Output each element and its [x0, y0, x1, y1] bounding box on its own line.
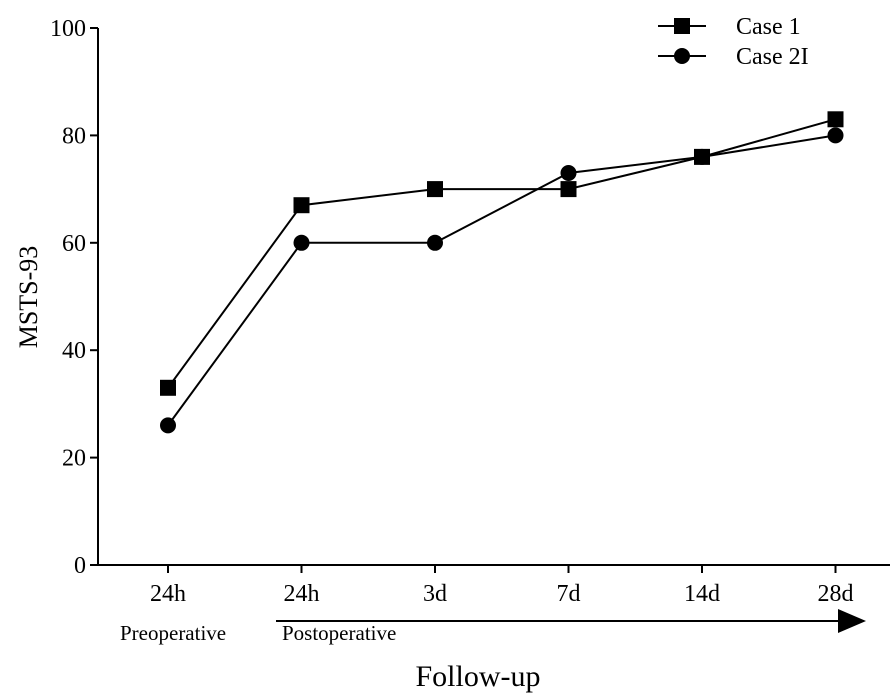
legend-item: Case 2I	[658, 44, 809, 70]
axes: 0 20 40 60 80 100 24h 24h 3d 7d 14d 28d	[50, 16, 890, 607]
y-tick-label: 100	[50, 16, 86, 42]
data-point	[827, 127, 844, 144]
x-tick-label: 24h	[150, 581, 186, 607]
y-tick-label: 40	[62, 338, 86, 364]
x-ticks: 24h 24h 3d 7d 14d 28d	[150, 565, 854, 607]
series-line	[167, 134, 836, 426]
y-tick-label: 60	[62, 231, 86, 257]
follow-up-arrow	[276, 609, 866, 633]
data-point	[560, 181, 577, 198]
y-tick-label: 20	[62, 446, 86, 472]
x-tick-label: 3d	[423, 581, 447, 607]
legend-marker	[674, 18, 690, 34]
series-layer	[160, 111, 844, 434]
x-tick-label: 7d	[557, 581, 581, 607]
data-point	[293, 197, 310, 214]
x-tick-label: 24h	[284, 581, 320, 607]
series-line	[167, 118, 836, 389]
legend-marker	[674, 48, 690, 64]
legend-label: Case 1	[736, 14, 801, 40]
y-tick-label: 80	[62, 123, 86, 149]
postoperative-label: Postoperative	[282, 621, 396, 645]
legend: Case 1 Case 2I	[658, 14, 809, 70]
y-tick-label: 0	[74, 553, 86, 579]
x-axis-title: Follow-up	[415, 660, 540, 693]
series-2	[160, 127, 844, 434]
x-tick-label: 14d	[684, 581, 720, 607]
data-point	[160, 417, 176, 434]
x-tick-label: 28d	[818, 581, 854, 607]
legend-item: Case 1	[658, 14, 801, 40]
data-point	[160, 379, 176, 396]
series-1	[160, 111, 844, 396]
data-point	[427, 181, 443, 198]
legend-label: Case 2I	[736, 44, 809, 70]
preoperative-label: Preoperative	[120, 621, 226, 645]
y-axis-title: MSTS-93	[14, 246, 43, 349]
data-point	[560, 164, 577, 181]
y-ticks: 0 20 40 60 80 100	[50, 16, 98, 579]
data-point	[293, 234, 310, 251]
data-point	[827, 111, 844, 128]
data-point	[427, 234, 443, 251]
data-point	[694, 148, 710, 165]
